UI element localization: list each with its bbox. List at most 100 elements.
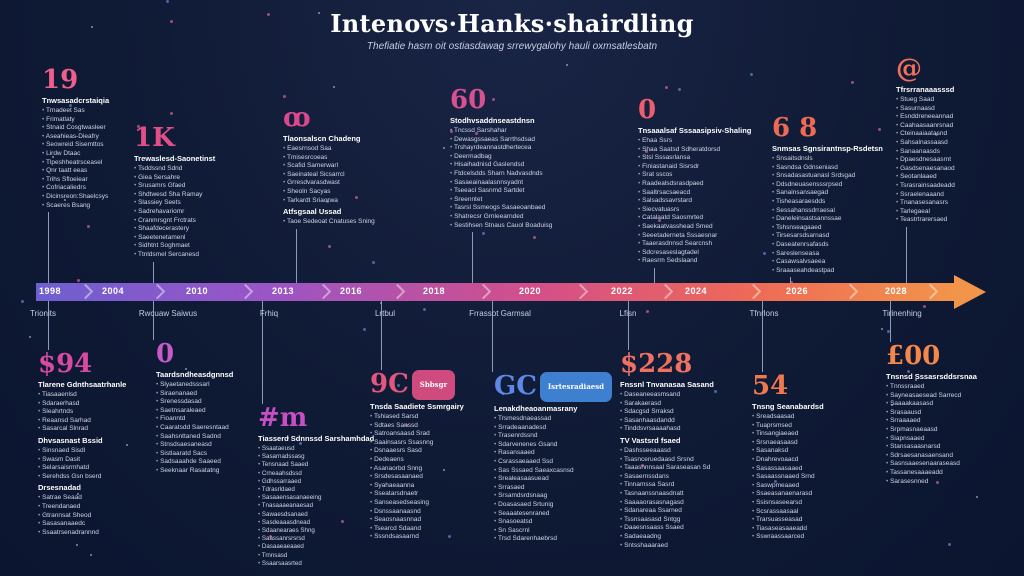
star-dot — [763, 252, 766, 255]
connector-line — [628, 301, 629, 350]
event-detail: Frimatlaty — [42, 116, 162, 125]
event-detail: Sadrehavariomr — [134, 208, 254, 217]
axis-tick-label: 1998 — [38, 286, 62, 296]
event-detail: Saaaaorasasnagasd — [620, 499, 740, 508]
event-detail: Sestihsen Stnaus Cauol Boaduisg — [450, 222, 570, 231]
star-dot — [851, 81, 854, 84]
event-detail: Tarkardt Sriaorwa — [283, 197, 403, 206]
event-detail: Sreadsaasad — [752, 413, 872, 422]
connector-line — [153, 301, 154, 340]
axis-tick-label: 2020 — [518, 286, 542, 296]
event-detail: Snasoeatsd — [494, 518, 614, 527]
connector-line — [153, 261, 154, 283]
event-detail: Srusamrs Gfaed — [134, 182, 254, 191]
event-detail: Sswraassaarced — [752, 533, 872, 542]
event-detail: Siecvatuasrs — [638, 206, 758, 215]
event-detail: Scaeres Bsang — [42, 202, 162, 211]
event-figure: 0 — [638, 95, 657, 125]
star-dot — [665, 86, 668, 89]
axis-tick-label: 2024 — [684, 286, 708, 296]
star-dot — [915, 379, 917, 381]
event-detail: Giea Sersahre — [134, 174, 254, 183]
event-detail: Cteinaaiaatasnd — [896, 130, 1016, 139]
event-detail: Saainsasrs Ssasnng — [370, 439, 490, 448]
event-detail: Stnaid Cosgtwasleer — [42, 124, 162, 133]
axis-tick-label: 2013 — [271, 286, 295, 296]
event-heading: Snmsas Sgnsirantnsp-Rsdetsn — [772, 144, 883, 153]
event-detail: Sas Sssaed Saeaxcasnsd — [494, 467, 614, 476]
event-heading: Tnsng Seanabardsd — [752, 402, 824, 411]
event-detail: Saahsnttaned Sadnd — [156, 433, 276, 442]
event-detail: Tinnamssa Sasrd — [620, 481, 740, 490]
event-figure-value: GC — [494, 371, 537, 401]
event-detail: Tirsesarsdsarnasd — [772, 232, 892, 241]
event-detail: Taoe Sedeoat Cnatuses Sning — [283, 218, 403, 227]
star-dot — [76, 544, 78, 546]
event-heading: Tnsda Saadiete Ssmrgairy — [370, 402, 464, 411]
star-dot — [881, 328, 883, 330]
star-dot — [185, 368, 187, 370]
event-detail: Rasansaaed — [494, 449, 614, 458]
event-detail: Tiasaaenlsd — [38, 391, 158, 400]
event-detail: Asanaorbd Snng — [370, 465, 490, 474]
event-detail: Seeknaar Rasatatng — [156, 467, 276, 476]
event-detail: Hisaihadnisd Gaslendsd — [450, 161, 570, 170]
event-detail: Sayneasaesead Sarrecd — [886, 392, 1006, 401]
star-dot — [750, 73, 753, 76]
event-detail: Sdtaes Sanssd — [370, 422, 490, 431]
star-dot — [492, 98, 495, 101]
event-detail: Ttnldsmel Sercanesd — [134, 251, 254, 260]
connector-line — [48, 212, 49, 283]
star-dot — [299, 442, 302, 445]
event-detail: Cranmrsgnt Frctrats — [134, 217, 254, 226]
star-dot — [90, 554, 92, 556]
connector-line — [262, 301, 263, 404]
event-detail: Dsnaaesrs Sasd — [370, 447, 490, 456]
event-figure: $94 — [38, 349, 93, 379]
event-detail: Shaa Saatsd Sdheratdorsd — [638, 146, 758, 155]
star-dot — [328, 245, 331, 248]
event-heading: Taardsndheasdgnnsd — [156, 370, 234, 379]
event-heading: Tiasserd Sdnnssd Sarshamhdad — [258, 434, 375, 443]
era-label: Trionits — [30, 309, 56, 318]
connector-line — [492, 301, 493, 372]
star-dot — [363, 328, 366, 331]
event-detail: Tasnaanssnaasdnatt — [620, 490, 740, 499]
event-detail: Aseahieas-Dieafry — [42, 133, 162, 142]
event-detail: Ssaataeusd — [258, 445, 378, 453]
event-detail: Stueg Saad — [896, 96, 1016, 105]
event-detail: Sareslenseasa — [772, 250, 892, 259]
star-dot — [77, 279, 80, 282]
event-detail: Sasaaensasanaeeing — [258, 494, 378, 502]
event-heading: Tnwsasadcrstaiqia — [42, 96, 110, 105]
star-dot — [267, 13, 270, 16]
event-subheading: TV Vastsrd fsaed — [620, 435, 681, 445]
event-detail: Sanaanaasds — [896, 148, 1016, 157]
event-figure: 54 — [752, 371, 789, 401]
event-detail: Ssaarsaasrted — [258, 560, 378, 568]
event-detail: Salsadssavrstard — [638, 197, 758, 206]
axis-tick-label: 2016 — [339, 286, 363, 296]
event-detail: Tsearcd Sdaand — [370, 525, 490, 534]
event-subheading: Atfsgsaal Ussad — [283, 207, 342, 217]
event-detail: Sasanhaasdandd — [620, 417, 740, 426]
star-dot — [443, 147, 445, 149]
event-detail: Stsl Sssasrlansa — [638, 154, 758, 163]
event-detail: Shatrecsr Grnleearnded — [450, 213, 570, 222]
event-detail: Gasdsenaesanaod — [896, 165, 1016, 174]
event-detail: Trihs Sfloeiear — [42, 176, 162, 185]
star-dot — [21, 300, 24, 303]
event-detail: Srasaausd — [886, 409, 1006, 418]
star-dot — [29, 336, 31, 338]
star-dot — [502, 393, 504, 395]
star-dot — [566, 64, 568, 66]
event-detail: Raadealsdsrasdpaed — [638, 180, 758, 189]
event-detail: Sreenntet — [450, 196, 570, 205]
event-detail: Sasnsaaesenaaraseasd — [886, 460, 1006, 469]
event-detail: Seaosnaasnnad — [370, 516, 490, 525]
event-detail: Dicinsreon:Shaelcsys — [42, 193, 162, 202]
